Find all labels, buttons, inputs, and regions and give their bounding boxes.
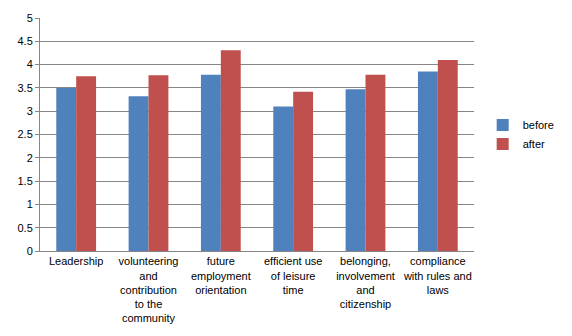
- svg-text:after: after: [523, 138, 545, 150]
- svg-text:1: 1: [27, 198, 33, 210]
- svg-text:futureemploymentorientation: futureemploymentorientation: [191, 255, 251, 296]
- svg-text:2: 2: [27, 152, 33, 164]
- svg-text:0: 0: [27, 245, 33, 257]
- svg-text:2.5: 2.5: [18, 128, 33, 140]
- svg-text:compliancewith rules andlaws: compliancewith rules andlaws: [403, 255, 472, 296]
- svg-text:1.5: 1.5: [18, 175, 33, 187]
- svg-text:belonging,involvementandcitize: belonging,involvementandcitizenship: [336, 255, 395, 310]
- svg-text:Leadership: Leadership: [49, 255, 103, 267]
- svg-text:efficient useof leisuretime: efficient useof leisuretime: [264, 255, 323, 296]
- svg-text:0.5: 0.5: [18, 222, 33, 234]
- svg-text:5: 5: [27, 12, 33, 24]
- svg-text:4.5: 4.5: [18, 35, 33, 47]
- svg-text:4: 4: [27, 58, 33, 70]
- svg-text:before: before: [523, 119, 554, 131]
- svg-text:3.5: 3.5: [18, 82, 33, 94]
- svg-text:3: 3: [27, 105, 33, 117]
- svg-text:volunteeringandcontributionto: volunteeringandcontributionto thecommuni…: [119, 255, 179, 324]
